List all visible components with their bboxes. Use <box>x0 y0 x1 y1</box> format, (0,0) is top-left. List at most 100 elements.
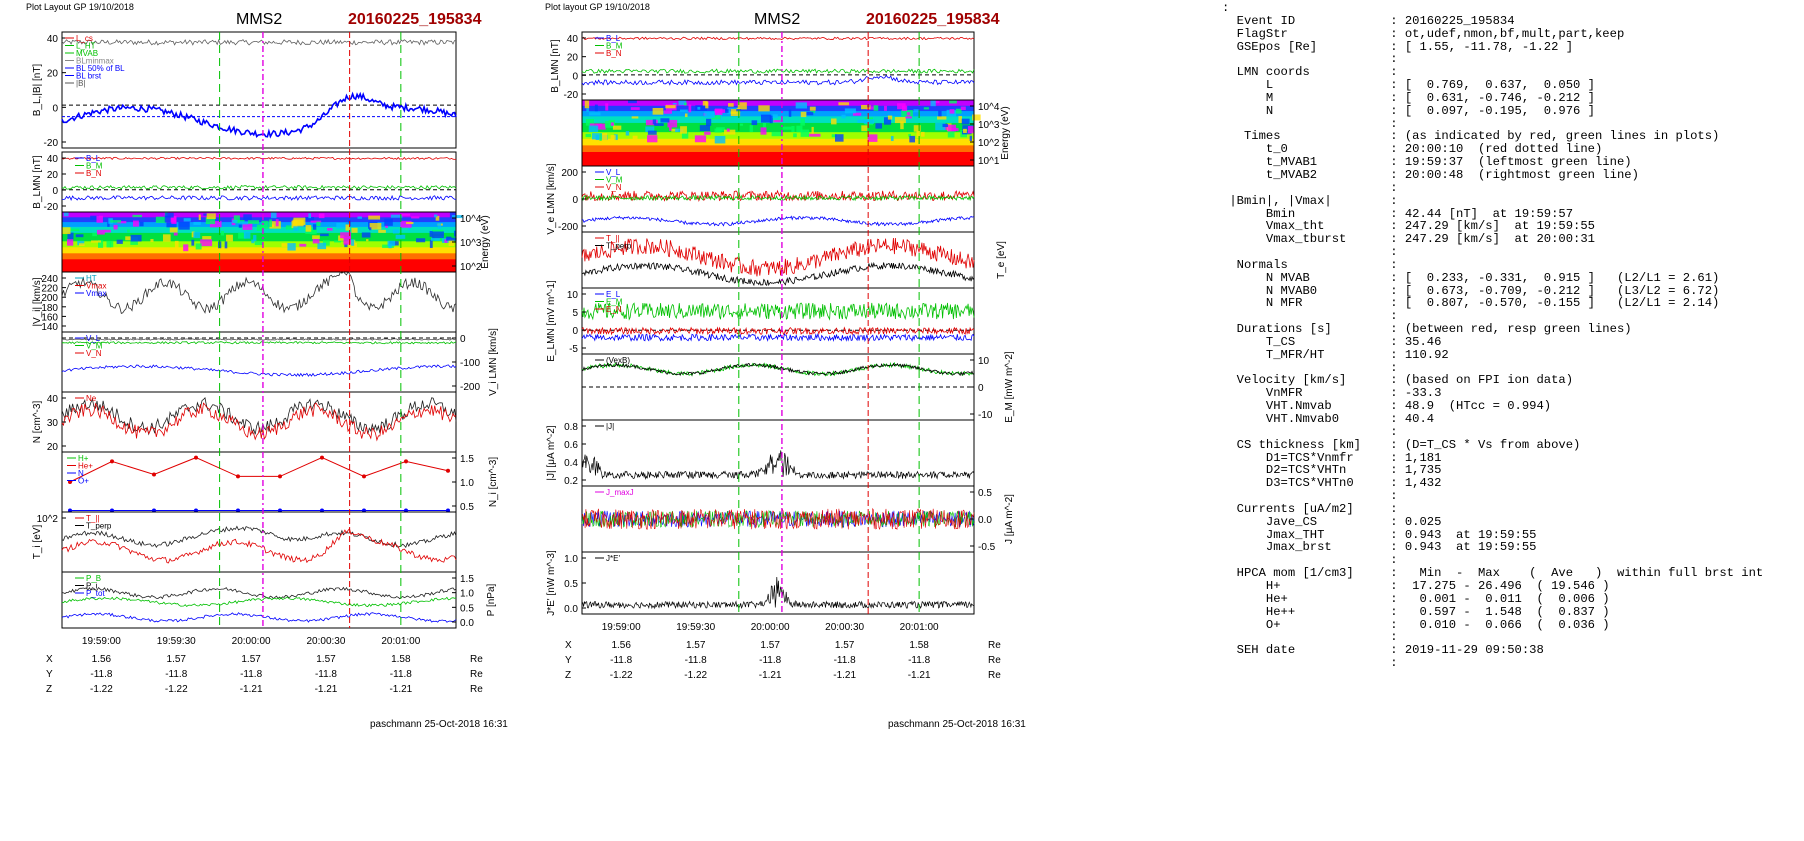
data-point <box>278 474 282 479</box>
legend-entry: HT <box>86 274 97 283</box>
series-P-B <box>61 596 457 608</box>
y-tick-label: 0.5 <box>460 603 474 614</box>
legend-entry: BL brst <box>76 72 102 81</box>
panel-frame <box>61 331 457 393</box>
series-B-total <box>61 38 456 46</box>
y-tick-label: 40 <box>47 154 59 165</box>
series-Te-perp <box>581 261 975 287</box>
info-line: H+ : 17.275 - 26.496 ( 19.546 ) <box>1222 578 1610 593</box>
pos-value: -11.8 <box>610 655 632 666</box>
legend-entry: L_cs <box>76 34 93 43</box>
data-point <box>110 459 114 464</box>
series-B-L <box>581 36 975 41</box>
info-line: : <box>1222 553 1398 568</box>
info-line: t_MVAB1 : 19:59:37 (leftmost green line) <box>1222 155 1632 170</box>
footer-credit: paschmann 25-Oct-2018 16:31 <box>370 719 508 730</box>
y-axis-label: T_e [eV] <box>996 241 1007 279</box>
pos-value: -11.8 <box>165 669 187 680</box>
time-tick-label: 20:01:00 <box>900 622 939 633</box>
info-line: : <box>1222 656 1398 671</box>
y-tick-label: 1.0 <box>460 589 474 600</box>
pos-value: 1.57 <box>241 654 261 665</box>
y-tick-label: -200 <box>558 222 578 233</box>
y-tick-label: -10 <box>978 410 993 421</box>
y-tick-label: 200 <box>41 293 58 304</box>
series-P-tot <box>61 586 457 600</box>
series-V-N <box>61 364 457 377</box>
legend-entry: P_B <box>86 574 101 583</box>
info-line: LMN coords : <box>1222 65 1398 80</box>
info-line: GSEpos [Re] : [ 1.55, -11.78, -1.22 ] <box>1222 39 1574 54</box>
legend-entry: J*E' <box>606 554 620 563</box>
legend-entry: B_N <box>606 49 622 58</box>
y-tick-label: -20 <box>564 90 579 101</box>
legend-entry: V_L <box>606 168 621 177</box>
panel-frame <box>61 391 457 453</box>
info-line: t_0 : 20:00:10 (red dotted line) <box>1222 142 1603 157</box>
info-line: : <box>1222 2 1230 15</box>
y-tick-label: 1.5 <box>460 574 474 585</box>
y-tick-label: 140 <box>41 322 58 333</box>
y-tick-label: 240 <box>41 274 58 285</box>
data-point <box>404 459 408 464</box>
data-point <box>446 468 450 473</box>
time-tick-label: 19:59:00 <box>602 622 641 633</box>
y-tick-label: 10^2 <box>37 514 59 525</box>
legend-entry: P_i <box>86 582 98 591</box>
legend-entry: BL 50% of BL <box>76 64 125 73</box>
pos-unit: Re <box>988 670 1001 681</box>
panel-frame <box>581 31 975 101</box>
series-Hep+ <box>69 457 449 483</box>
series-B-N <box>581 74 975 86</box>
pos-row-name: Y <box>46 669 53 680</box>
pos-row-name: Z <box>46 684 52 695</box>
info-line: : <box>1222 180 1398 195</box>
legend-entry: T_perp <box>86 522 112 531</box>
info-line: He++ : 0.597 - 1.548 ( 0.837 ) <box>1222 604 1610 619</box>
y-tick-label: 0.0 <box>564 604 578 615</box>
series-Vi <box>61 271 457 314</box>
panel-frame <box>61 31 457 149</box>
time-tick-label: 19:59:30 <box>157 636 196 647</box>
info-line: : <box>1222 630 1398 645</box>
pos-value: 1.57 <box>316 654 336 665</box>
y-tick-label: 10 <box>978 356 990 367</box>
y-tick-label: 0 <box>460 334 466 345</box>
y-tick-label: 0.6 <box>564 440 578 451</box>
y-tick-label: 40 <box>567 34 579 45</box>
y-tick-label: 160 <box>41 312 58 323</box>
pos-value: -1.22 <box>90 684 113 695</box>
legend-entry: J_maxJ <box>606 488 634 497</box>
info-line: VHT.Nmvab : 48.9 (HTcc = 0.994) <box>1222 399 1552 414</box>
panel-frame <box>581 231 975 289</box>
electron-energy-spectrogram <box>582 100 981 167</box>
pos-value: -1.22 <box>684 670 707 681</box>
info-line: : <box>1222 52 1398 67</box>
info-line: Vmax_tburst : 247.29 [km/s] at 20:00:31 <box>1222 232 1595 247</box>
y-axis-label: E_M [mW m^-2] <box>1004 351 1015 423</box>
event-info-panel: : Event ID : 20160225_195834 FlagStr : o… <box>1222 2 1802 837</box>
y-tick-label: -20 <box>44 138 59 149</box>
info-line: Jmax_THT : 0.943 at 19:59:55 <box>1222 527 1537 542</box>
pos-unit: Re <box>470 654 483 665</box>
info-line: M : [ 0.631, -0.746, -0.212 ] <box>1222 90 1595 105</box>
pos-value: -11.8 <box>315 669 337 680</box>
pos-value: -1.21 <box>833 670 856 681</box>
y-tick-label: 0.0 <box>978 515 992 526</box>
series-Ve-M <box>581 194 975 202</box>
series-V-M <box>61 341 457 345</box>
panel-frame <box>61 571 457 629</box>
y-tick-label: 0 <box>52 186 58 197</box>
series-Ni <box>61 402 457 442</box>
legend-entry: V_N <box>86 349 102 358</box>
data-point <box>320 455 324 460</box>
info-line: : <box>1222 360 1398 375</box>
series-B-M <box>61 184 457 190</box>
legend-entry: T_|| <box>86 514 100 523</box>
y-tick-label: 10^2 <box>978 138 1000 149</box>
series-EM <box>581 362 975 377</box>
legend-entry: |B| <box>76 79 86 88</box>
info-line: N MFR : [ 0.807, -0.570, -0.155 ] (L2/L1… <box>1222 296 1720 311</box>
info-line: t_MVAB2 : 20:00:48 (rightmost green line… <box>1222 167 1639 182</box>
